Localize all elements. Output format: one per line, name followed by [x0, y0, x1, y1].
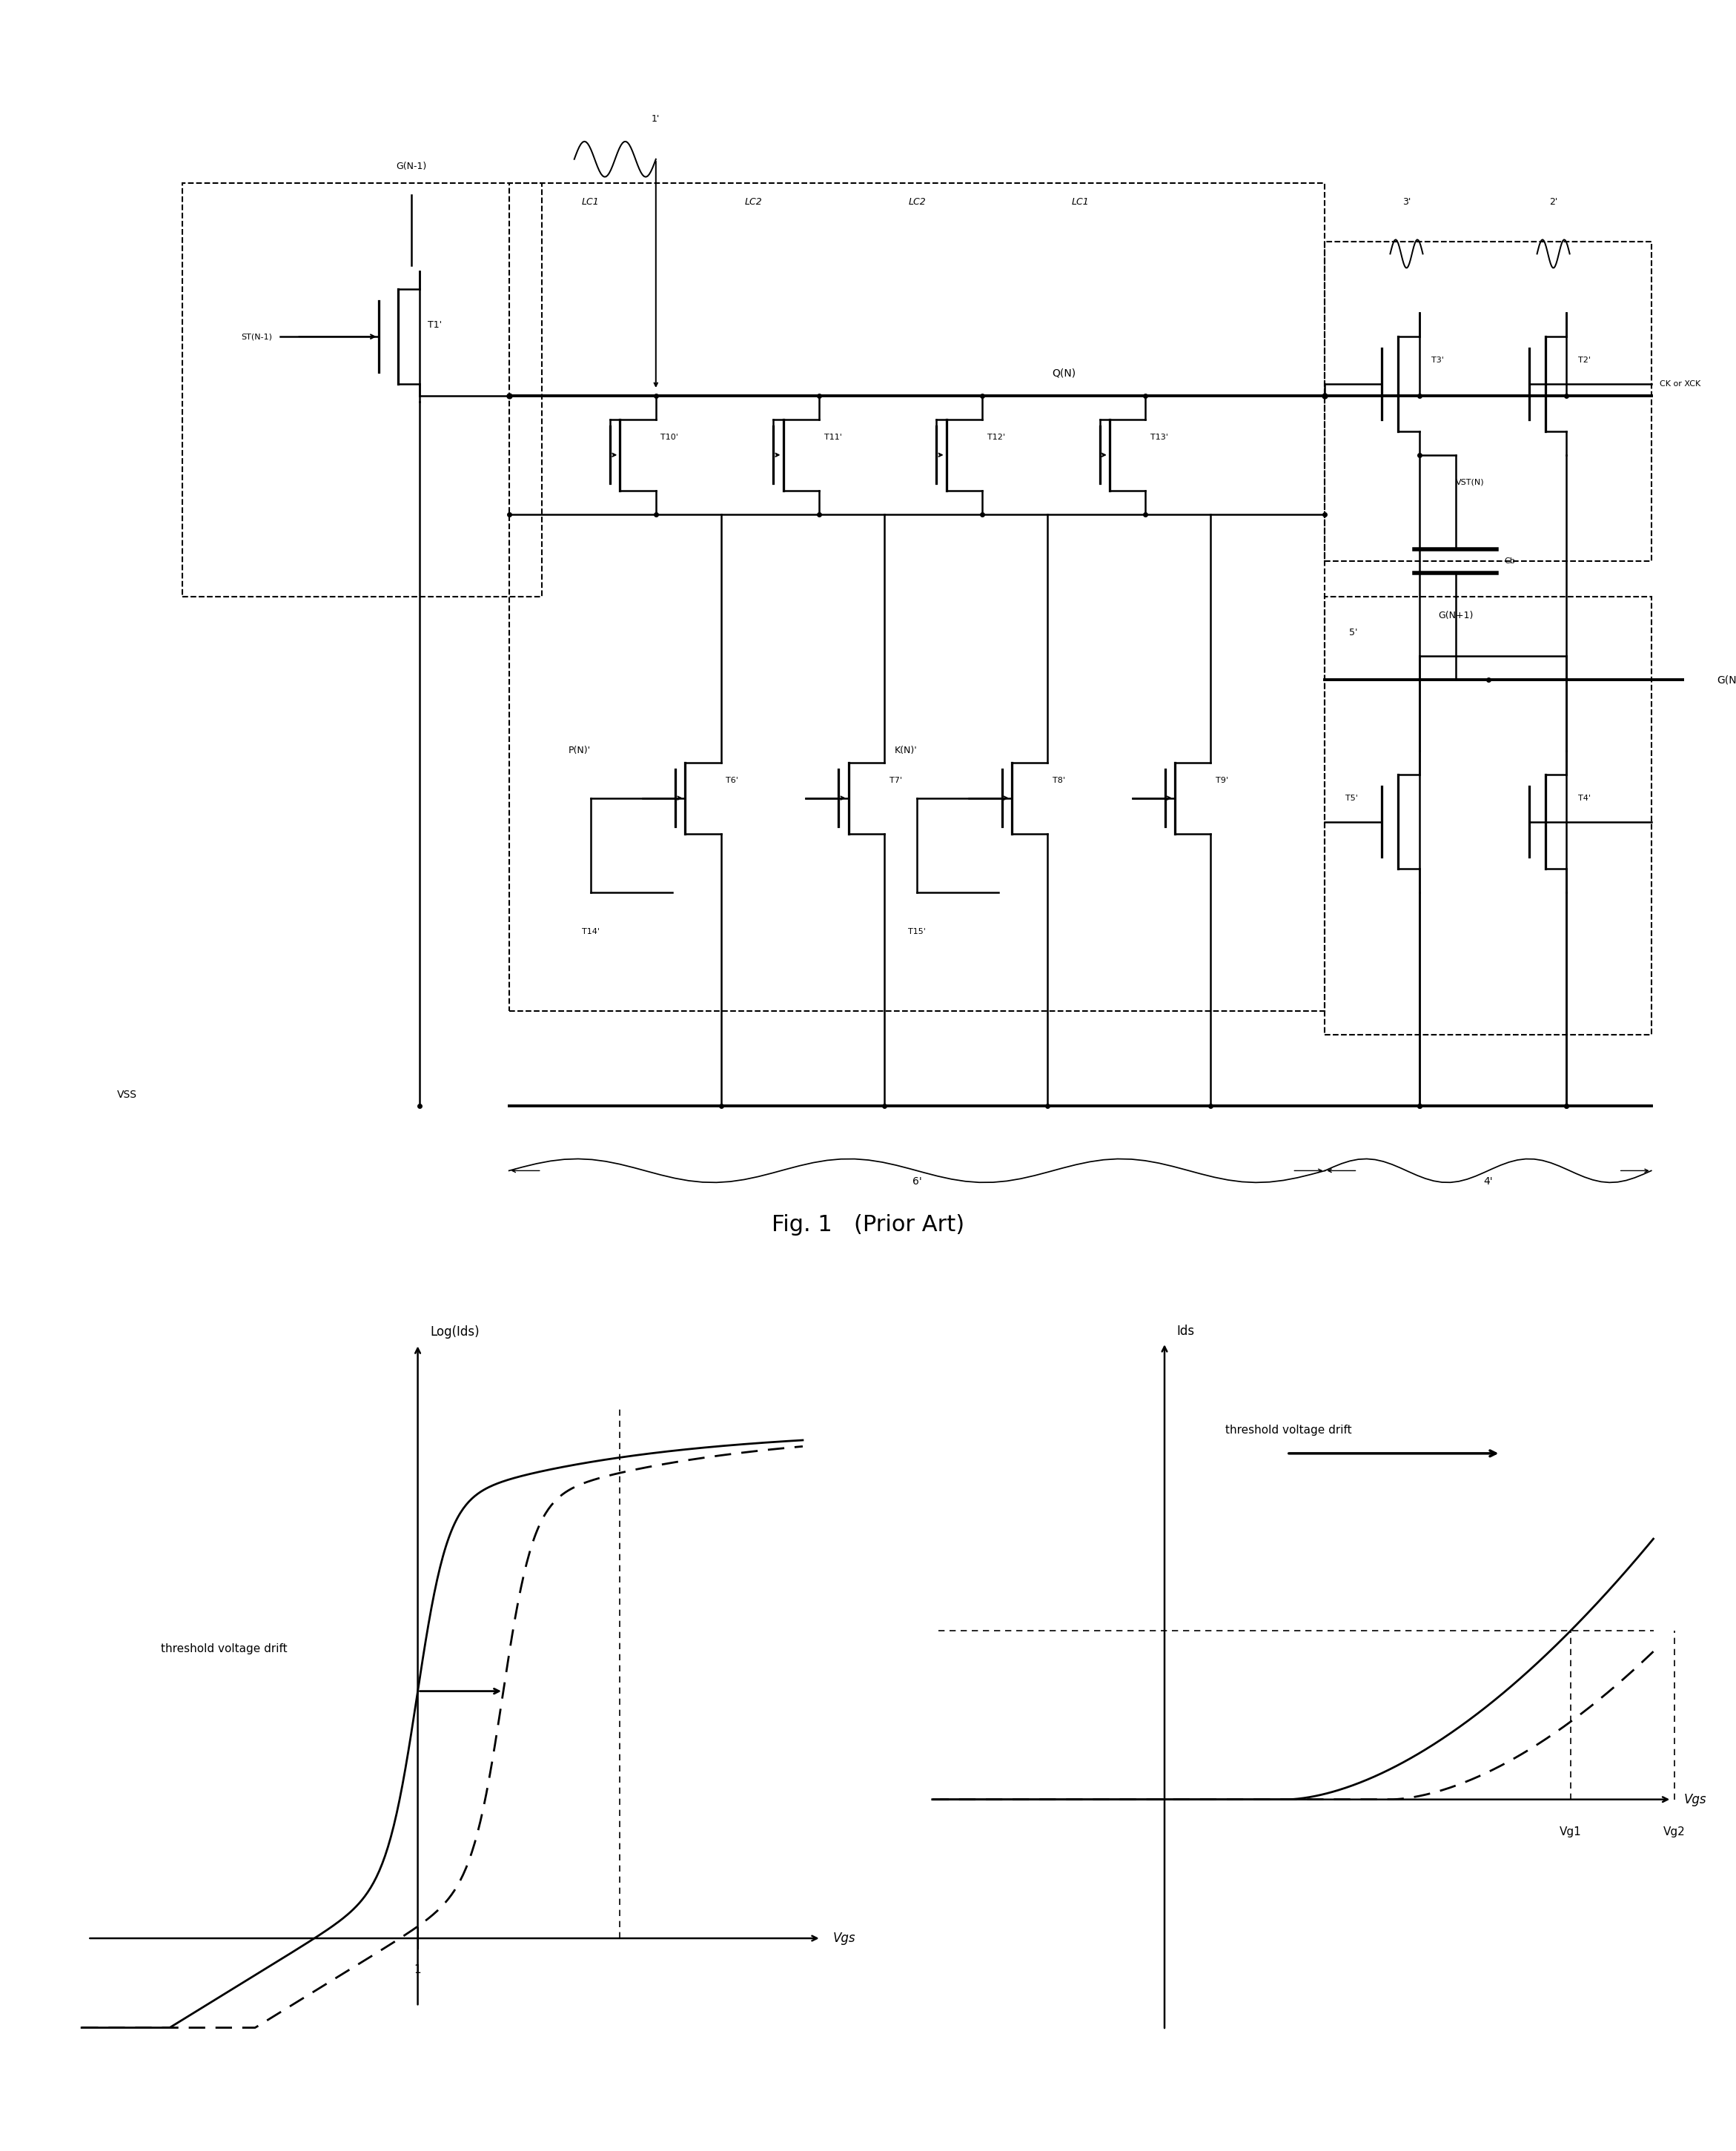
Bar	[1325, 241, 1651, 561]
Bar	[1325, 596, 1651, 1035]
Text: T10': T10'	[661, 435, 679, 441]
Text: VST(N): VST(N)	[1455, 478, 1484, 486]
Text: LC1: LC1	[1071, 198, 1088, 206]
Text: T2': T2'	[1578, 357, 1590, 364]
Text: T13': T13'	[1151, 435, 1168, 441]
Text: T12': T12'	[988, 435, 1005, 441]
Text: Vg1: Vg1	[1559, 1826, 1581, 1837]
Text: T1': T1'	[427, 320, 441, 329]
Text: LC2: LC2	[745, 198, 762, 206]
Text: G(N+1): G(N+1)	[1437, 611, 1474, 619]
Text: T15': T15'	[908, 929, 925, 936]
Bar	[509, 183, 1325, 1011]
Text: T9': T9'	[1215, 777, 1227, 783]
Text: K(N)': K(N)'	[894, 746, 917, 755]
Text: Cb: Cb	[1505, 557, 1516, 566]
Text: 4': 4'	[1484, 1177, 1493, 1187]
Text: VSS: VSS	[118, 1088, 137, 1099]
Text: threshold voltage drift: threshold voltage drift	[161, 1643, 288, 1654]
Text: ST(N-1): ST(N-1)	[241, 333, 273, 340]
Text: G(N): G(N)	[1717, 675, 1736, 684]
Text: Vgs: Vgs	[833, 1932, 856, 1945]
Text: T8': T8'	[1052, 777, 1064, 783]
Text: T14': T14'	[582, 929, 599, 936]
Text: T7': T7'	[889, 777, 901, 783]
Text: 2': 2'	[1549, 198, 1557, 206]
Text: T5': T5'	[1345, 794, 1358, 802]
Text: 1: 1	[415, 1964, 422, 1977]
Text: threshold voltage drift: threshold voltage drift	[1226, 1424, 1352, 1435]
Text: T3': T3'	[1430, 357, 1444, 364]
Text: T11': T11'	[825, 435, 842, 441]
Text: Vg2: Vg2	[1663, 1826, 1686, 1837]
Text: G(N-1): G(N-1)	[396, 161, 427, 170]
Text: Ids: Ids	[1177, 1325, 1194, 1338]
Text: LC1: LC1	[582, 198, 599, 206]
Text: LC2: LC2	[908, 198, 925, 206]
Text: CK or XCK: CK or XCK	[1660, 381, 1700, 387]
Text: Log(Ids): Log(Ids)	[431, 1325, 479, 1338]
Text: Vgs: Vgs	[1684, 1792, 1706, 1807]
Text: Fig. 1   (Prior Art): Fig. 1 (Prior Art)	[771, 1215, 965, 1235]
Text: 5': 5'	[1349, 628, 1358, 637]
Text: P(N)': P(N)'	[568, 746, 590, 755]
Text: T4': T4'	[1578, 794, 1590, 802]
Bar	[182, 183, 542, 596]
Text: 6': 6'	[911, 1177, 922, 1187]
Text: T6': T6'	[726, 777, 738, 783]
Text: 1': 1'	[651, 114, 660, 123]
Text: Q(N): Q(N)	[1052, 368, 1076, 379]
Text: 3': 3'	[1403, 198, 1411, 206]
